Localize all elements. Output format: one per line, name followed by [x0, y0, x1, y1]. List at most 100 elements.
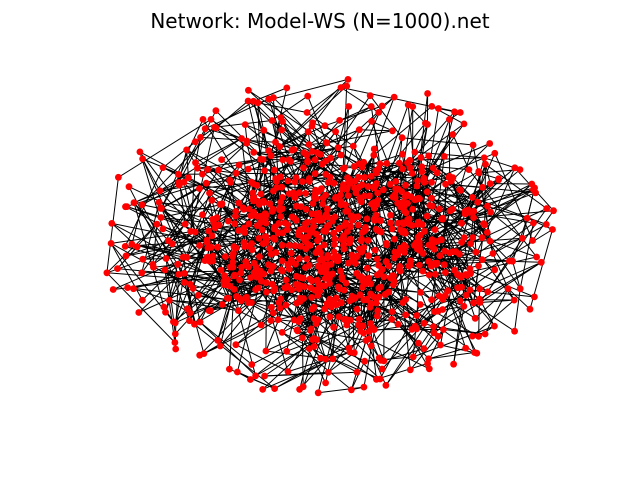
- network-node: [394, 199, 402, 207]
- network-node: [257, 155, 264, 163]
- network-edge: [243, 181, 252, 210]
- network-node: [491, 266, 499, 274]
- network-edge: [378, 311, 435, 359]
- network-edge: [110, 242, 223, 305]
- network-node: [486, 140, 494, 147]
- network-node: [350, 163, 358, 170]
- network-edge: [265, 178, 277, 216]
- network-node: [272, 138, 279, 146]
- network-node: [462, 291, 470, 299]
- network-node: [414, 177, 421, 185]
- network-node: [429, 202, 436, 210]
- network-node: [197, 134, 204, 141]
- network-node: [194, 291, 202, 299]
- network-node: [439, 214, 447, 222]
- network-edge: [507, 288, 531, 310]
- network-edge: [423, 119, 450, 183]
- network-node: [436, 205, 443, 213]
- network-node: [374, 189, 381, 197]
- network-node: [318, 160, 326, 168]
- network-node: [373, 312, 381, 320]
- network-edge: [409, 210, 554, 225]
- network-node: [460, 234, 468, 242]
- network-node: [229, 263, 237, 271]
- network-node: [121, 243, 129, 250]
- network-node: [212, 107, 220, 115]
- network-node: [271, 385, 278, 392]
- network-node: [257, 190, 265, 198]
- network-node: [196, 318, 204, 326]
- network-node: [383, 160, 391, 167]
- network-node: [153, 220, 161, 228]
- network-edge: [110, 243, 143, 301]
- network-node: [400, 220, 408, 228]
- network-node: [469, 141, 477, 149]
- network-node: [338, 236, 345, 243]
- network-node: [332, 128, 339, 136]
- network-node: [428, 103, 436, 110]
- network-node: [303, 109, 311, 116]
- network-node: [402, 209, 410, 217]
- network-edge: [414, 151, 485, 159]
- network-node: [433, 169, 441, 177]
- network-node: [326, 313, 334, 321]
- network-node: [428, 194, 435, 202]
- network-edge: [202, 192, 210, 215]
- network-node: [478, 234, 486, 242]
- network-node: [294, 327, 301, 335]
- network-node: [342, 279, 350, 287]
- network-node: [363, 264, 371, 272]
- network-node: [349, 296, 356, 303]
- network-node: [370, 293, 378, 300]
- network-node: [481, 330, 489, 338]
- network-node: [292, 174, 300, 182]
- network-node: [396, 263, 404, 270]
- network-node: [138, 269, 146, 277]
- network-node: [262, 233, 270, 241]
- network-node: [431, 308, 438, 315]
- network-node: [531, 184, 538, 192]
- network-node: [343, 321, 351, 329]
- network-node: [139, 296, 146, 304]
- network-node: [376, 375, 384, 383]
- network-edge: [113, 256, 188, 290]
- figure-title: Network: Model-WS (N=1000).net: [150, 9, 489, 33]
- network-edge: [532, 210, 554, 241]
- network-node: [247, 274, 255, 281]
- network-edge: [428, 183, 491, 246]
- network-node: [523, 214, 531, 222]
- network-node: [530, 219, 537, 227]
- network-node: [457, 273, 465, 281]
- network-node: [196, 351, 204, 359]
- network-node: [159, 164, 167, 172]
- network-node: [214, 337, 222, 344]
- network-node: [456, 297, 464, 305]
- network-edge: [133, 202, 179, 265]
- network-node: [344, 259, 352, 267]
- network-edge: [111, 222, 208, 244]
- network-node: [471, 349, 478, 356]
- network-node: [483, 229, 491, 236]
- network-edge: [126, 206, 186, 225]
- network-edge: [219, 259, 292, 347]
- network-node: [337, 84, 345, 91]
- network-node: [511, 164, 519, 172]
- network-edge: [422, 239, 442, 272]
- network-node: [344, 76, 352, 83]
- network-edge: [212, 260, 228, 299]
- network-node: [288, 146, 296, 154]
- network-node: [241, 121, 249, 128]
- network-edge: [269, 155, 272, 204]
- network-node: [233, 293, 240, 300]
- network-node: [472, 248, 480, 256]
- network-nodes: [103, 76, 557, 397]
- network-edge: [279, 144, 310, 148]
- network-node: [295, 255, 303, 262]
- network-node: [211, 224, 219, 232]
- network-node: [199, 116, 207, 123]
- network-node: [305, 141, 313, 148]
- network-edge: [178, 181, 253, 194]
- network-node: [440, 153, 448, 160]
- network-edge: [160, 119, 204, 209]
- network-node: [417, 154, 425, 161]
